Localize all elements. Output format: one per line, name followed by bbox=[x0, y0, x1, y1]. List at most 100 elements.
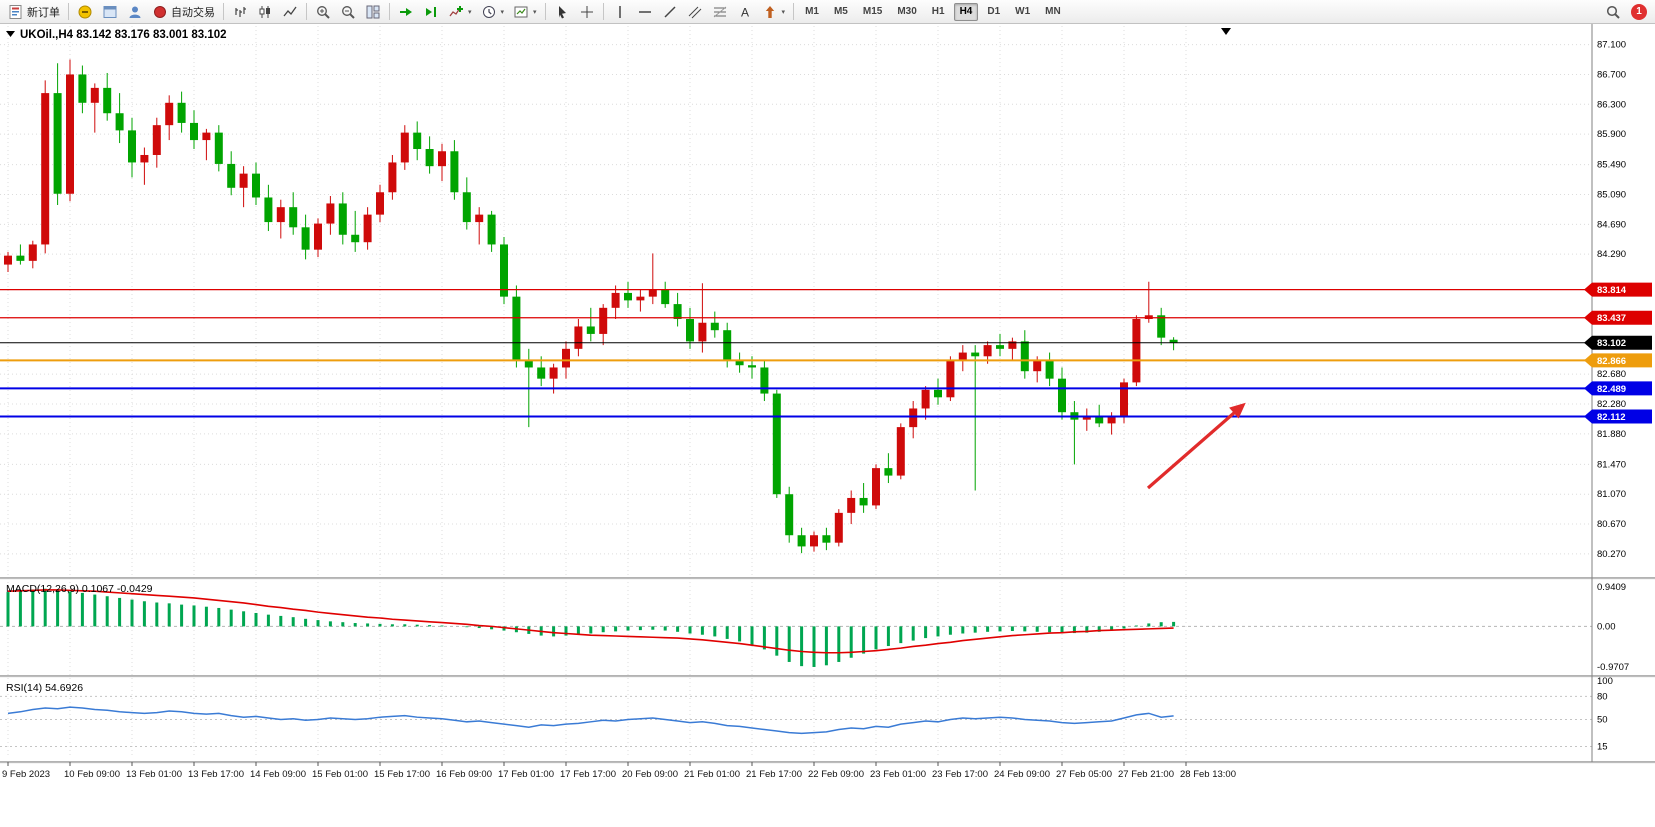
templates-button[interactable]: ▾ bbox=[509, 2, 541, 22]
time-label: 23 Feb 01:00 bbox=[870, 769, 926, 780]
chart-title: UKOil.,H4 83.142 83.176 83.001 83.102 bbox=[20, 29, 227, 41]
trendline-icon bbox=[662, 4, 678, 20]
fibonacci-button[interactable] bbox=[708, 2, 732, 22]
metaeditor-button[interactable] bbox=[73, 2, 97, 22]
candle-body bbox=[611, 292, 620, 308]
candle-body bbox=[140, 154, 149, 163]
candle-body bbox=[115, 113, 124, 131]
layouts-icon bbox=[102, 4, 118, 20]
timeframe-m1-button[interactable]: M1 bbox=[799, 3, 825, 21]
price-line-tag-82.866: 82.866 bbox=[1584, 353, 1652, 368]
timeframe-w1-button[interactable]: W1 bbox=[1009, 3, 1036, 21]
time-label: 27 Feb 21:00 bbox=[1118, 769, 1174, 780]
candle-body bbox=[810, 535, 818, 547]
price-tick-label: 81.880 bbox=[1597, 429, 1626, 440]
pane-separators[interactable] bbox=[0, 577, 1655, 764]
arrows-button[interactable]: ▾ bbox=[758, 2, 790, 22]
grid-lines bbox=[0, 26, 1592, 758]
candle-body bbox=[28, 244, 37, 261]
chart-shift-marker[interactable] bbox=[1221, 28, 1231, 35]
autotrading-icon bbox=[152, 4, 168, 20]
time-label: 13 Feb 17:00 bbox=[188, 769, 244, 780]
layouts-button[interactable] bbox=[98, 2, 122, 22]
rsi-tick-label: 15 bbox=[1597, 741, 1608, 752]
timeframe-mn-button[interactable]: MN bbox=[1039, 3, 1067, 21]
candle-body bbox=[301, 227, 310, 250]
candle-body bbox=[41, 93, 50, 245]
timeframe-h4-button[interactable]: H4 bbox=[953, 2, 979, 21]
zoom-out-button[interactable] bbox=[336, 2, 360, 22]
crosshair-icon bbox=[579, 4, 595, 20]
candle-body bbox=[562, 348, 570, 368]
candle-body bbox=[847, 497, 856, 513]
price-chart-svg[interactable]: 87.100 86.700 86.300 85.900 85.490 85.090 84.6… bbox=[0, 24, 1655, 827]
symbol-dropdown-icon[interactable] bbox=[6, 31, 15, 37]
chart-area[interactable]: 87.100 86.700 86.300 85.900 85.490 85.090 84.6… bbox=[0, 24, 1655, 827]
new-order-button[interactable]: 新订单 bbox=[4, 2, 64, 22]
macd-signal-line bbox=[7, 589, 1174, 654]
price-tick-label: 84.290 bbox=[1597, 249, 1626, 260]
templates-icon bbox=[513, 4, 529, 20]
price-axis[interactable]: 87.100 86.700 86.300 85.900 85.490 85.090 84.6… bbox=[1584, 24, 1652, 762]
time-axis[interactable]: 9 Feb 2023 10 Feb 09:00 13 Feb 01:00 13 Feb… bbox=[2, 762, 1236, 780]
macd-tick-label: 0.9409 bbox=[1597, 582, 1626, 593]
line-chart-icon bbox=[282, 4, 298, 20]
search-button[interactable] bbox=[1601, 2, 1625, 22]
rsi-line bbox=[7, 706, 1174, 735]
bar-chart-button[interactable] bbox=[228, 2, 252, 22]
price-line-tag-83.437: 83.437 bbox=[1584, 310, 1652, 325]
time-label: 28 Feb 13:00 bbox=[1180, 769, 1236, 780]
main-toolbar: 新订单 自动交易 ▾ ▾ ▾ A ▾ M1 M5 M15 M30 H1 H4 D1 W1 MN 1 bbox=[0, 0, 1655, 24]
candle-body bbox=[797, 535, 806, 547]
candle-body bbox=[586, 326, 595, 334]
periods-button[interactable]: ▾ bbox=[477, 2, 509, 22]
candle-body bbox=[934, 389, 942, 398]
toolbar-separator bbox=[389, 3, 390, 20]
timeframe-d1-button[interactable]: D1 bbox=[981, 3, 1006, 21]
price-level-lines[interactable] bbox=[0, 289, 1592, 418]
cursor-button[interactable] bbox=[550, 2, 574, 22]
timeframe-m5-button[interactable]: M5 bbox=[828, 3, 854, 21]
crosshair-button[interactable] bbox=[575, 2, 599, 22]
vertical-line-button[interactable] bbox=[608, 2, 632, 22]
text-label-button[interactable]: A bbox=[733, 2, 757, 22]
autotrading-button[interactable]: 自动交易 bbox=[148, 2, 219, 22]
zoom-in-button[interactable] bbox=[311, 2, 335, 22]
price-tick-label: 84.690 bbox=[1597, 219, 1626, 230]
new-order-label: 新订单 bbox=[27, 6, 60, 19]
rsi-tick-label: 80 bbox=[1597, 691, 1608, 702]
candle-body bbox=[524, 360, 533, 368]
time-label: 23 Feb 17:00 bbox=[932, 769, 988, 780]
candle-body bbox=[252, 173, 260, 198]
arrow-head bbox=[1229, 402, 1246, 419]
equidistant-channel-button[interactable] bbox=[683, 2, 707, 22]
line-chart-button[interactable] bbox=[278, 2, 302, 22]
candle-body bbox=[388, 162, 397, 193]
community-button[interactable] bbox=[123, 2, 147, 22]
candlestick-chart-button[interactable] bbox=[253, 2, 277, 22]
horizontal-line-button[interactable] bbox=[633, 2, 657, 22]
timeframe-m30-button[interactable]: M30 bbox=[891, 3, 922, 21]
trendline-button[interactable] bbox=[658, 2, 682, 22]
candle-body bbox=[822, 535, 831, 543]
community-icon bbox=[127, 4, 143, 20]
timeframe-m15-button[interactable]: M15 bbox=[857, 3, 888, 21]
time-label: 14 Feb 09:00 bbox=[250, 769, 306, 780]
tile-windows-button[interactable] bbox=[361, 2, 385, 22]
timeframe-h1-button[interactable]: H1 bbox=[926, 3, 951, 21]
fibonacci-icon bbox=[712, 4, 728, 20]
trend-arrow-annotation[interactable] bbox=[1146, 402, 1246, 490]
time-label: 15 Feb 17:00 bbox=[374, 769, 430, 780]
candle-body bbox=[1095, 415, 1104, 424]
candle-body bbox=[475, 214, 484, 223]
chart-shift-button[interactable] bbox=[419, 2, 443, 22]
candle-body bbox=[425, 149, 434, 167]
candle-body bbox=[686, 319, 694, 342]
price-tick-label: 85.900 bbox=[1597, 129, 1626, 140]
candle-body bbox=[450, 151, 459, 193]
candle-body bbox=[1169, 339, 1178, 343]
price-tick-label: 85.490 bbox=[1597, 160, 1626, 171]
auto-scroll-button[interactable] bbox=[394, 2, 418, 22]
candle-body bbox=[946, 360, 955, 398]
indicators-button[interactable]: ▾ bbox=[444, 2, 476, 22]
